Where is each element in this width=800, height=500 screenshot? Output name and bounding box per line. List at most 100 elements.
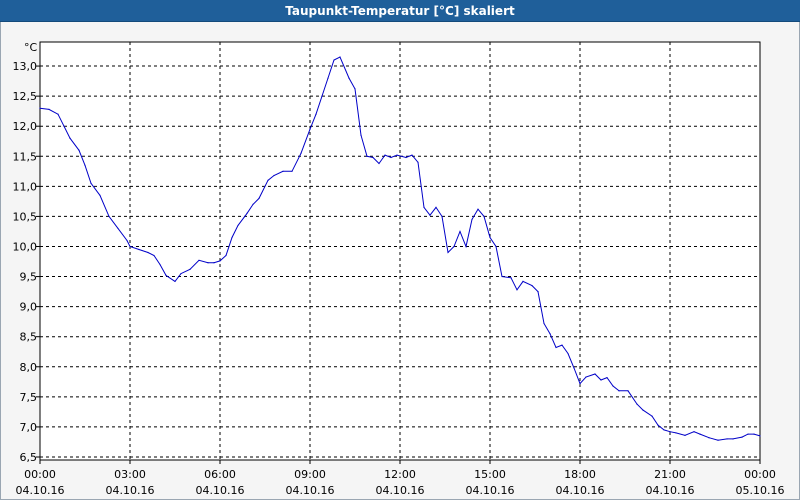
y-axis-unit-label: °C xyxy=(24,41,38,54)
x-tick-time-label: 21:00 xyxy=(654,468,686,481)
data-point xyxy=(69,137,71,139)
data-point xyxy=(495,245,497,248)
data-point xyxy=(510,277,512,279)
data-point xyxy=(405,156,407,159)
data-point xyxy=(447,251,449,254)
y-tick-label: 7,5 xyxy=(20,391,38,404)
x-tick-time-label: 06:00 xyxy=(204,468,236,481)
x-tick-time-label: 00:00 xyxy=(744,468,776,481)
x-tick-date-label: 04.10.16 xyxy=(376,484,425,497)
x-tick-date-label: 04.10.16 xyxy=(556,484,605,497)
data-point xyxy=(378,162,380,165)
data-point xyxy=(411,154,413,156)
data-point xyxy=(675,432,677,434)
y-tick-label: 12,5 xyxy=(13,90,38,103)
data-point xyxy=(561,344,563,346)
data-point xyxy=(471,218,473,221)
y-tick-label: 13,0 xyxy=(13,60,38,73)
x-tick-date-label: 04.10.16 xyxy=(16,484,65,497)
data-point xyxy=(129,245,131,248)
data-point xyxy=(147,251,149,254)
data-point xyxy=(417,161,419,163)
data-point xyxy=(531,284,533,287)
data-point xyxy=(300,152,302,154)
data-point xyxy=(429,214,431,216)
grid-lines xyxy=(40,42,760,460)
data-point xyxy=(339,56,341,58)
data-point xyxy=(717,439,719,441)
data-point xyxy=(258,197,260,199)
data-point xyxy=(78,149,80,151)
data-point xyxy=(567,352,569,355)
data-point xyxy=(282,170,284,172)
data-point xyxy=(642,409,644,411)
y-tick-label: 11,5 xyxy=(13,150,38,163)
data-point xyxy=(453,245,455,248)
data-point xyxy=(246,212,248,215)
data-point xyxy=(267,179,269,181)
data-point xyxy=(207,262,209,264)
data-point xyxy=(516,289,518,291)
data-point xyxy=(108,215,110,218)
data-point xyxy=(579,383,581,385)
data-point xyxy=(138,248,140,251)
data-point xyxy=(321,95,323,97)
data-point xyxy=(237,224,239,227)
data-point xyxy=(225,254,227,257)
data-point xyxy=(423,206,425,208)
data-point xyxy=(651,415,653,417)
data-point xyxy=(747,433,749,435)
data-point xyxy=(63,125,65,127)
series-points xyxy=(39,56,761,441)
chart-title: Taupunkt-Temperatur [°C] skaliert xyxy=(0,0,800,22)
x-tick-date-label: 04.10.16 xyxy=(466,484,515,497)
data-point xyxy=(90,182,92,184)
y-tick-label: 11,0 xyxy=(13,180,38,193)
data-point xyxy=(618,390,620,392)
data-point xyxy=(327,77,329,79)
y-tick-label: 9,5 xyxy=(20,271,38,284)
data-point xyxy=(273,174,275,177)
y-tick-label: 10,5 xyxy=(13,210,38,223)
y-axis-ticks: 6,5 7,0 7,5 8,0 8,5 9,0 9,5 10,0 10,5 11,0 11,5 12,… xyxy=(13,60,40,464)
x-tick-date-label: 05.10.16 xyxy=(736,484,785,497)
data-point xyxy=(189,268,191,270)
data-point xyxy=(153,254,155,257)
data-point xyxy=(159,263,161,266)
data-point xyxy=(165,274,167,276)
data-point xyxy=(489,236,491,239)
data-point xyxy=(213,262,215,264)
data-point xyxy=(555,346,557,349)
data-point xyxy=(501,275,503,278)
y-tick-label: 9,0 xyxy=(20,301,38,314)
y-tick-label: 12,0 xyxy=(13,120,38,133)
data-point xyxy=(39,107,41,109)
y-tick-label: 8,5 xyxy=(20,331,38,344)
data-point xyxy=(99,194,101,196)
data-point xyxy=(732,438,734,440)
data-point xyxy=(549,333,551,335)
x-tick-time-label: 12:00 xyxy=(384,468,416,481)
x-tick-time-label: 18:00 xyxy=(564,468,596,481)
data-point xyxy=(372,156,374,159)
data-point xyxy=(585,376,587,378)
x-tick-time-label: 09:00 xyxy=(294,468,326,481)
data-point xyxy=(291,170,293,172)
data-point xyxy=(594,373,596,375)
data-point xyxy=(657,424,659,426)
data-point xyxy=(126,239,128,242)
data-point xyxy=(384,154,386,156)
x-tick-date-label: 04.10.16 xyxy=(106,484,155,497)
y-tick-label: 7,0 xyxy=(20,421,38,434)
data-point xyxy=(354,88,356,90)
data-point xyxy=(180,272,182,275)
x-tick-time-label: 15:00 xyxy=(474,468,506,481)
data-point xyxy=(198,259,200,261)
data-point xyxy=(441,215,443,218)
data-point xyxy=(252,203,254,205)
y-tick-label: 8,0 xyxy=(20,361,38,374)
data-point xyxy=(477,208,479,210)
y-tick-label: 10,0 xyxy=(13,240,38,253)
data-point xyxy=(669,431,671,433)
